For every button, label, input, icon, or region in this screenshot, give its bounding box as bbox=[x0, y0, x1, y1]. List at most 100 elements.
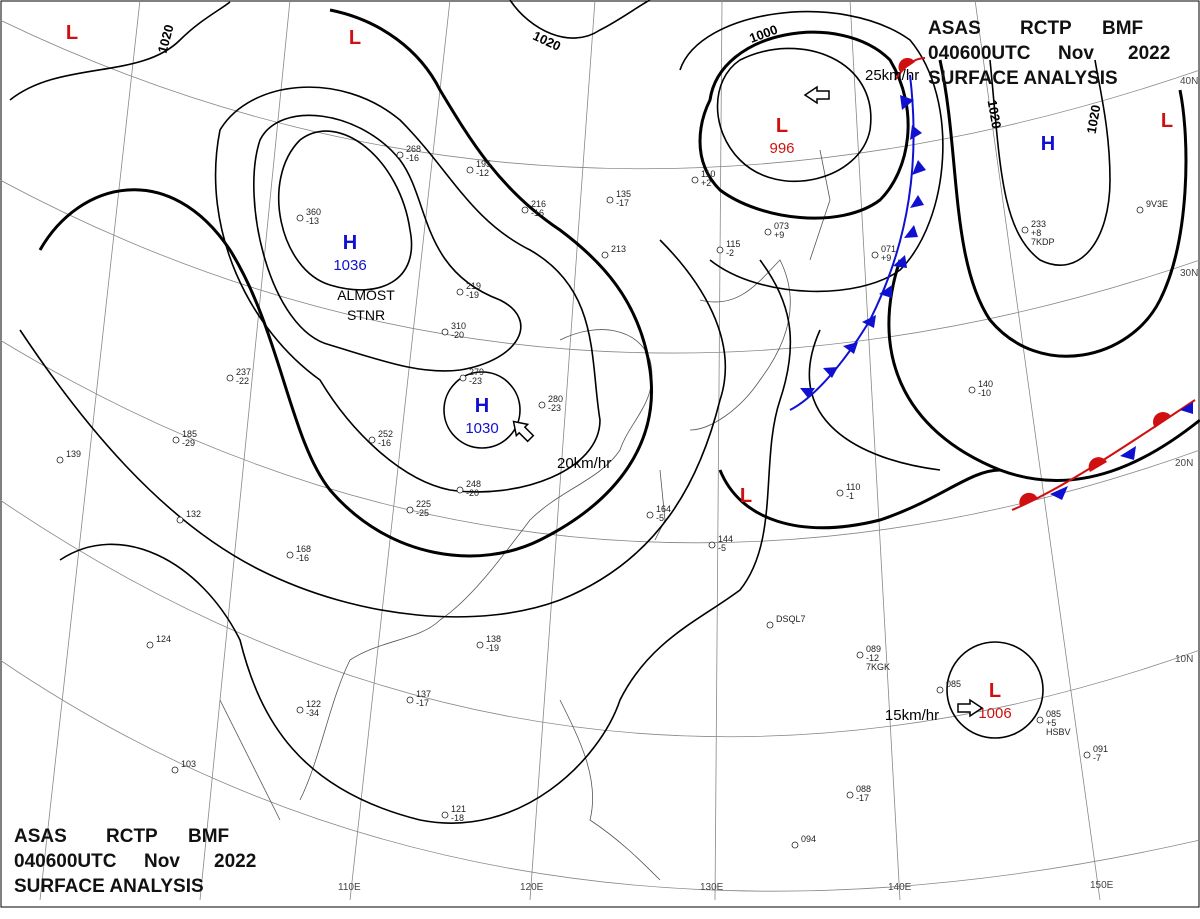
station-value: -16 bbox=[531, 208, 544, 218]
header-field: Nov bbox=[1058, 43, 1094, 64]
station-value: -12 bbox=[476, 168, 489, 178]
labels: L L H 1036 H 1030 L 996 H L L L 1006 ALMOST STNR 1020 10… bbox=[56, 22, 1198, 893]
warm-front bbox=[894, 57, 926, 81]
pressure-center: L bbox=[349, 27, 361, 49]
station-value: 124 bbox=[156, 634, 171, 644]
station-value: 7KGK bbox=[866, 662, 890, 672]
station-value: -20 bbox=[466, 488, 479, 498]
station-value: 138 bbox=[486, 634, 501, 644]
station-marker bbox=[1136, 206, 1144, 214]
station-value: -17 bbox=[616, 198, 629, 208]
station-value: 310 bbox=[451, 321, 466, 331]
center-pressure: 1006 bbox=[978, 705, 1011, 722]
latitude-label: 20N bbox=[1175, 458, 1193, 469]
station-value: -10 bbox=[978, 388, 991, 398]
station-value: DSQL7 bbox=[776, 614, 806, 624]
station-marker bbox=[296, 214, 304, 222]
center-pressure: 1036 bbox=[333, 257, 366, 274]
station-value: 168 bbox=[296, 544, 311, 554]
station-value: -7 bbox=[1093, 753, 1101, 763]
longitude-label: 140E bbox=[888, 882, 912, 893]
motion-note: ALMOST bbox=[337, 287, 395, 303]
pressure-center: H bbox=[475, 395, 489, 417]
station-value: 219 bbox=[466, 281, 481, 291]
station-marker bbox=[521, 206, 529, 214]
header-field: BMF bbox=[188, 826, 229, 847]
station-marker bbox=[871, 251, 879, 259]
station-value: 088 bbox=[856, 784, 871, 794]
pressure-center: L bbox=[66, 22, 78, 44]
station-marker bbox=[764, 228, 772, 236]
station-value: 135 bbox=[616, 189, 631, 199]
station-value: 137 bbox=[416, 689, 431, 699]
headers: ASAS RCTP BMF 040600UTC Nov 2022 SURFACE ANALY… bbox=[14, 18, 1170, 897]
station-value: 268 bbox=[406, 144, 421, 154]
station-value: 144 bbox=[718, 534, 733, 544]
header-field: ASAS bbox=[14, 826, 67, 847]
station-value: -12 bbox=[866, 653, 879, 663]
station-value: -5 bbox=[718, 543, 726, 553]
station-value: -13 bbox=[306, 216, 319, 226]
motion-note: STNR bbox=[347, 307, 385, 323]
station-marker bbox=[708, 541, 716, 549]
station-marker bbox=[646, 511, 654, 519]
station-value: 091 bbox=[1093, 744, 1108, 754]
station-marker bbox=[606, 196, 614, 204]
station-marker bbox=[406, 506, 414, 514]
station-marker bbox=[406, 696, 414, 704]
longitude-label: 110E bbox=[338, 882, 361, 893]
station-value: 9V3E bbox=[1146, 199, 1168, 209]
station-marker bbox=[1083, 751, 1091, 759]
station-value: 237 bbox=[236, 367, 251, 377]
station-marker bbox=[766, 621, 774, 629]
latitude-label: 40N bbox=[1180, 76, 1198, 87]
motion-speed: 15km/hr bbox=[885, 707, 939, 724]
header-field: 2022 bbox=[1128, 43, 1170, 64]
station-value: 103 bbox=[181, 759, 196, 769]
station-value: 089 bbox=[866, 644, 881, 654]
station-value: +9 bbox=[881, 253, 891, 263]
station-value: -23 bbox=[548, 403, 561, 413]
pressure-center: L bbox=[740, 485, 752, 507]
station-marker bbox=[456, 288, 464, 296]
station-marker bbox=[856, 651, 864, 659]
station-value: 139 bbox=[66, 449, 81, 459]
motion-arrow bbox=[803, 85, 830, 105]
motion-speed: 20km/hr bbox=[557, 455, 611, 472]
cold-front bbox=[789, 74, 926, 411]
pressure-center: H bbox=[1041, 133, 1055, 155]
station-marker bbox=[476, 641, 484, 649]
station-value: 094 bbox=[801, 834, 816, 844]
stationary-front bbox=[1011, 399, 1196, 511]
longitude-label: 150E bbox=[1090, 880, 1114, 891]
station-marker bbox=[441, 328, 449, 336]
station-value: +2 bbox=[701, 178, 711, 188]
station-marker bbox=[226, 374, 234, 382]
station-marker bbox=[286, 551, 294, 559]
longitude-label: 120E bbox=[520, 882, 544, 893]
station-marker bbox=[846, 791, 854, 799]
center-pressure: 1030 bbox=[465, 420, 498, 437]
latitude-label: 10N bbox=[1175, 654, 1193, 665]
isobar-label: 1020 bbox=[1084, 104, 1104, 135]
station-value: 185 bbox=[182, 429, 197, 439]
header-field: RCTP bbox=[1020, 18, 1072, 39]
header-field: 040600UTC bbox=[928, 43, 1031, 64]
motion-arrow bbox=[512, 420, 535, 443]
station-value: -19 bbox=[486, 643, 499, 653]
station-value: -16 bbox=[296, 553, 309, 563]
station-value: 115 bbox=[726, 239, 740, 249]
station-value: +8 bbox=[1031, 228, 1041, 238]
station-value: -22 bbox=[236, 376, 249, 386]
station-marker bbox=[146, 641, 154, 649]
station-marker bbox=[368, 436, 376, 444]
station-marker bbox=[441, 811, 449, 819]
station-value: -29 bbox=[182, 438, 195, 448]
motion-arrow bbox=[957, 698, 984, 718]
isobars bbox=[9, 0, 1200, 824]
header-field: RCTP bbox=[106, 826, 158, 847]
station-marker bbox=[538, 401, 546, 409]
station-value: -16 bbox=[406, 153, 419, 163]
